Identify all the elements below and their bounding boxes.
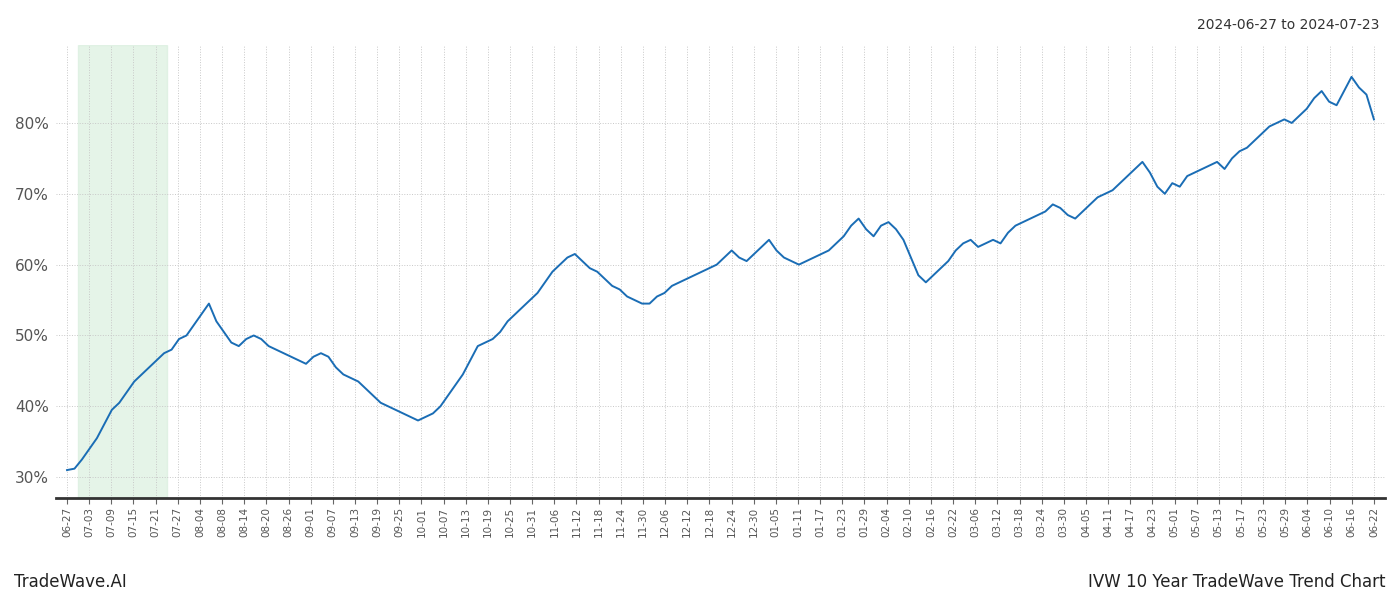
Text: IVW 10 Year TradeWave Trend Chart: IVW 10 Year TradeWave Trend Chart xyxy=(1089,573,1386,591)
Text: TradeWave.AI: TradeWave.AI xyxy=(14,573,127,591)
Text: 2024-06-27 to 2024-07-23: 2024-06-27 to 2024-07-23 xyxy=(1197,18,1379,32)
Bar xyxy=(78,45,167,499)
